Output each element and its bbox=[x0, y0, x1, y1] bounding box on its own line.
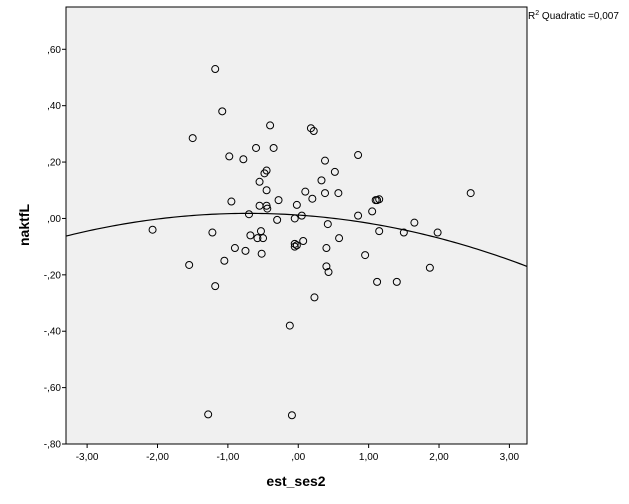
data-point bbox=[239, 155, 248, 164]
y-tick-label: -,80 bbox=[44, 440, 62, 451]
data-point bbox=[354, 151, 363, 160]
plot-area bbox=[65, 6, 528, 445]
data-point bbox=[321, 189, 330, 198]
y-tick-label: -,20 bbox=[44, 270, 62, 281]
data-point bbox=[301, 187, 310, 196]
data-point bbox=[220, 256, 229, 265]
data-point bbox=[208, 228, 217, 237]
data-point bbox=[227, 197, 236, 206]
y-tick-label: ,00 bbox=[47, 214, 61, 225]
data-point bbox=[241, 246, 250, 255]
data-point bbox=[322, 244, 331, 253]
data-point bbox=[354, 211, 363, 220]
data-point bbox=[375, 227, 384, 236]
data-point bbox=[308, 194, 317, 203]
data-point bbox=[211, 282, 220, 291]
data-point bbox=[230, 244, 239, 253]
y-axis-title: naktfL bbox=[16, 204, 32, 246]
data-point bbox=[246, 231, 255, 240]
data-point bbox=[324, 268, 333, 277]
y-tick-label: -,60 bbox=[44, 383, 62, 394]
points bbox=[148, 65, 475, 420]
y-tick-label: ,60 bbox=[47, 45, 61, 56]
x-tick-label: -1,00 bbox=[216, 452, 239, 463]
data-point bbox=[375, 195, 384, 204]
data-point bbox=[292, 241, 301, 250]
data-point bbox=[225, 152, 234, 161]
x-tick-label: -3,00 bbox=[76, 452, 99, 463]
y-tick-label: ,40 bbox=[47, 101, 61, 112]
data-point bbox=[263, 204, 272, 213]
data-point bbox=[257, 249, 266, 258]
data-point bbox=[269, 143, 278, 152]
x-tick-label: 3,00 bbox=[500, 452, 520, 463]
data-point bbox=[285, 321, 294, 330]
data-point bbox=[253, 234, 262, 243]
x-ticks: -3,00 -2,00 -1,00 ,00 1,00 2,00 3,00 bbox=[76, 444, 520, 463]
x-axis-title: est_ses2 bbox=[266, 473, 325, 489]
data-point bbox=[274, 196, 283, 205]
data-point bbox=[148, 225, 157, 234]
data-point bbox=[433, 228, 442, 237]
data-point bbox=[466, 189, 475, 198]
x-tick-label: ,00 bbox=[291, 452, 305, 463]
fit-line bbox=[65, 212, 528, 267]
data-point bbox=[292, 200, 301, 209]
data-point bbox=[368, 207, 377, 216]
fit-label: R2 Quadratic =0,007 bbox=[528, 10, 619, 22]
data-point bbox=[211, 65, 220, 74]
data-point bbox=[330, 167, 339, 176]
data-point bbox=[323, 220, 332, 229]
data-point bbox=[255, 177, 264, 186]
data-point bbox=[399, 228, 408, 237]
data-point bbox=[334, 189, 343, 198]
data-point bbox=[392, 277, 401, 286]
y-tick-label: -,40 bbox=[44, 327, 62, 338]
data-point bbox=[410, 218, 419, 227]
data-point bbox=[256, 227, 265, 236]
data-point bbox=[266, 121, 275, 130]
data-point bbox=[287, 411, 296, 420]
x-tick-label: -2,00 bbox=[146, 452, 169, 463]
x-tick-label: 2,00 bbox=[429, 452, 449, 463]
data-point bbox=[262, 186, 271, 195]
data-point bbox=[335, 234, 344, 243]
data-point bbox=[252, 143, 261, 152]
data-point bbox=[188, 134, 197, 143]
data-point bbox=[309, 127, 318, 136]
data-point bbox=[290, 242, 299, 251]
data-point bbox=[322, 262, 331, 271]
data-point bbox=[317, 176, 326, 185]
y-tick-label: ,20 bbox=[47, 158, 61, 169]
data-point bbox=[290, 239, 299, 248]
data-point bbox=[373, 277, 382, 286]
data-point bbox=[259, 234, 268, 243]
data-point bbox=[204, 410, 213, 419]
y-ticks: ,60 ,40 ,20 ,00 -,20 -,40 -,60 -,80 bbox=[44, 45, 66, 451]
x-tick-label: 1,00 bbox=[359, 452, 379, 463]
data-point bbox=[299, 237, 308, 246]
data-point bbox=[273, 215, 282, 224]
data-point bbox=[260, 169, 269, 178]
data-point bbox=[310, 293, 319, 302]
data-point bbox=[218, 107, 227, 116]
data-point bbox=[425, 263, 434, 272]
data-point bbox=[185, 260, 194, 269]
data-point bbox=[361, 251, 370, 260]
data-point bbox=[306, 124, 315, 133]
data-point bbox=[244, 210, 253, 219]
data-point bbox=[321, 156, 330, 165]
